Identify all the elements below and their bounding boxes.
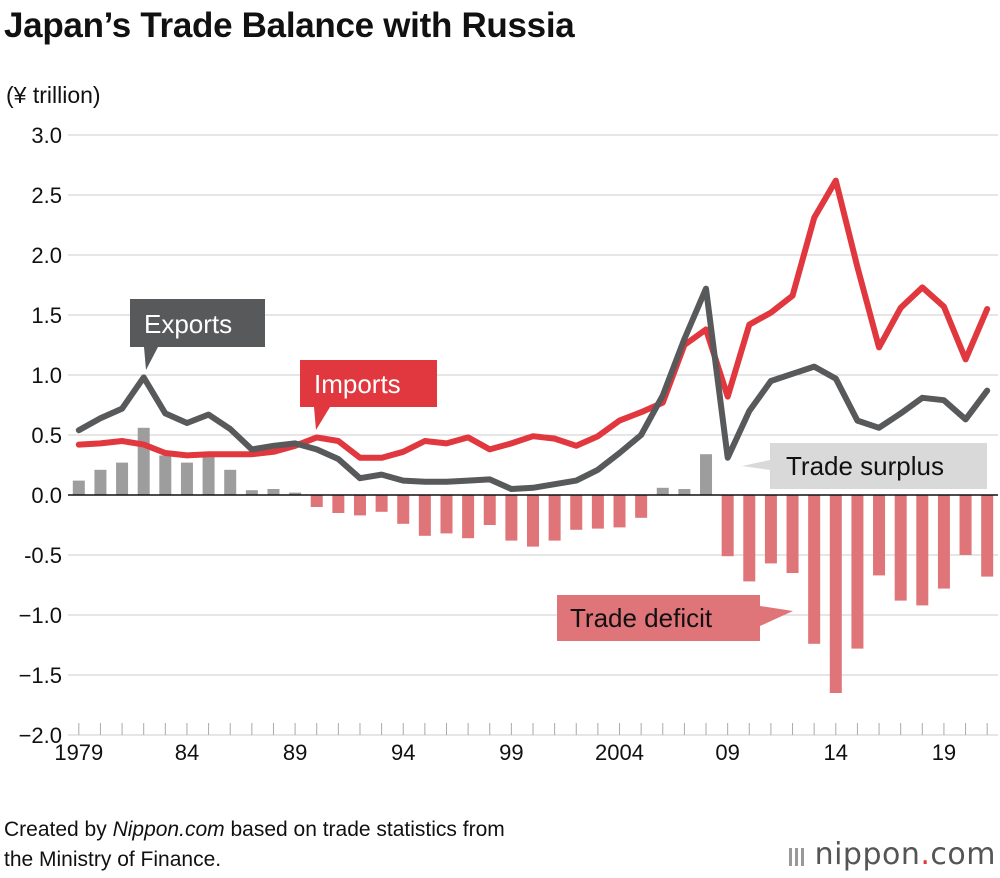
exports-callout-label: Exports: [144, 309, 232, 339]
surplus-bar: [224, 469, 237, 495]
surplus-bar: [202, 455, 215, 495]
surplus-bar: [180, 462, 193, 495]
exports-line: [75, 285, 991, 492]
surplus-bar: [137, 427, 150, 495]
surplus-callout: Trade surplus: [742, 443, 987, 489]
source-credit: Created by Nippon.com based on trade sta…: [4, 815, 505, 875]
imports-callout-label: Imports: [314, 369, 401, 399]
surplus-bar: [245, 490, 258, 495]
deficit-bar: [591, 495, 604, 529]
y-tick-label: −1.0: [19, 603, 62, 628]
deficit-bar: [721, 495, 734, 557]
deficit-bar: [851, 495, 864, 649]
deficit-bar: [894, 495, 907, 601]
surplus-bar: [656, 487, 669, 495]
deficit-bar: [808, 495, 821, 644]
y-tick-label: 0.0: [31, 483, 62, 508]
surplus-bar: [72, 480, 85, 495]
deficit-bar: [375, 495, 388, 512]
x-axis: 1979 84 89 94 99 2004 09 14 19: [54, 723, 988, 765]
surplus-bar: [116, 462, 129, 495]
deficit-bar: [548, 495, 561, 541]
deficit-bar: [635, 495, 648, 518]
page-title: Japan’s Trade Balance with Russia: [4, 6, 575, 45]
surplus-bar: [678, 489, 691, 495]
y-tick-label: 3.0: [31, 123, 62, 148]
deficit-bar: [527, 495, 539, 547]
deficit-bar: [829, 495, 842, 693]
credit-suffix: based on trade statistics from: [224, 818, 505, 841]
logo-tld: com: [930, 837, 996, 872]
surplus-bar: [700, 454, 713, 495]
x-tick-label: 99: [499, 740, 523, 765]
deficit-bar: [570, 495, 583, 530]
deficit-bar: [873, 495, 886, 576]
trade-balance-bars: [72, 427, 994, 693]
surplus-bar: [159, 455, 172, 495]
x-tick-label: 84: [175, 740, 199, 765]
credit-prefix: Created by: [4, 818, 113, 841]
series-lines: [75, 177, 991, 492]
deficit-bar: [764, 495, 777, 564]
deficit-bar: [440, 495, 453, 534]
y-tick-label: -0.5: [24, 543, 62, 568]
y-tick-label: 2.0: [31, 243, 62, 268]
logo-mark-icon: [788, 839, 807, 874]
exports-callout-box: [130, 299, 265, 370]
deficit-bar: [959, 495, 972, 555]
deficit-bar: [332, 495, 345, 513]
imports-callout: Imports: [300, 360, 437, 430]
x-tick-label: 09: [715, 740, 739, 765]
surplus-bar: [289, 492, 302, 495]
deficit-bar: [981, 495, 994, 577]
imports-line: [75, 177, 991, 461]
deficit-bar: [353, 495, 366, 516]
logo-name: nippon: [814, 837, 921, 872]
deficit-callout-box: [557, 595, 793, 641]
deficit-bar: [310, 495, 323, 507]
imports-callout-box: [300, 360, 437, 430]
x-tick-label: 94: [391, 740, 415, 765]
deficit-bar: [462, 495, 475, 539]
y-tick-label: 1.5: [31, 303, 62, 328]
y-axis-unit-label: (¥ trillion): [6, 82, 101, 108]
nippon-logo: nippon.com: [788, 837, 996, 874]
y-tick-label: 1.0: [31, 363, 62, 388]
deficit-bar: [743, 495, 756, 582]
callouts: Exports Imports Trade surplus Trade defi…: [130, 299, 987, 641]
deficit-callout: Trade deficit: [557, 595, 793, 641]
y-tick-label: −2.0: [19, 723, 62, 748]
deficit-bar: [613, 495, 626, 528]
surplus-bar: [94, 469, 107, 495]
exports-callout: Exports: [130, 299, 265, 370]
surplus-callout-box: [742, 443, 987, 489]
x-tick-label: 14: [824, 740, 848, 765]
y-tick-label: 0.5: [31, 423, 62, 448]
y-tick-label: −1.5: [19, 663, 62, 688]
deficit-bar: [483, 495, 496, 525]
deficit-bar: [418, 495, 431, 536]
trade-balance-chart: 3.0 2.5 2.0 1.5 1.0 0.5 0.0 -0.5 −1.0 −1.5 −2.0 19…: [19, 123, 998, 765]
y-axis-ticks: 3.0 2.5 2.0 1.5 1.0 0.5 0.0 -0.5 −1.0 −1.5 −2.0: [19, 123, 998, 748]
x-tick-label: 2004: [595, 740, 644, 765]
credit-brand: Nippon.com: [112, 818, 225, 841]
x-tick-label: 89: [283, 740, 307, 765]
surplus-callout-label: Trade surplus: [786, 451, 944, 481]
x-tick-label: 19: [932, 740, 956, 765]
deficit-callout-label: Trade deficit: [570, 603, 713, 633]
surplus-bar: [267, 489, 280, 495]
deficit-bar: [505, 495, 518, 541]
logo-dot: .: [920, 837, 931, 872]
deficit-bar: [916, 495, 929, 606]
y-tick-label: 2.5: [31, 183, 62, 208]
credit-line2: the Ministry of Finance.: [4, 848, 222, 871]
deficit-bar: [786, 495, 799, 573]
deficit-bar: [937, 495, 950, 589]
deficit-bar: [397, 495, 410, 524]
x-tick-label: 1979: [54, 740, 103, 765]
